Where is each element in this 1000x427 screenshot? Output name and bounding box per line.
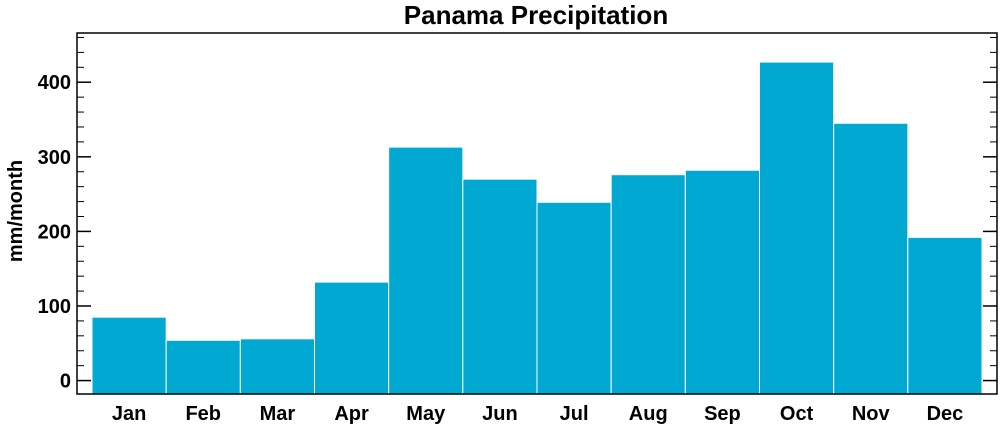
bars-group — [91, 61, 983, 395]
x-tick-label-apr: Apr — [334, 403, 369, 425]
x-tick-label-sep: Sep — [704, 403, 741, 425]
y-tick-label: 100 — [38, 296, 71, 318]
bar-nov — [833, 122, 909, 395]
x-tick-label-jul: Jul — [560, 403, 589, 425]
x-tick-label-oct: Oct — [780, 403, 814, 425]
bar-jul — [536, 201, 612, 395]
bar-apr — [314, 281, 390, 395]
x-tick-label-aug: Aug — [629, 403, 668, 425]
bar-may — [388, 146, 464, 395]
bar-sep — [684, 169, 761, 395]
axes-group — [76, 32, 998, 395]
bar-oct — [759, 61, 835, 395]
x-tick-label-feb: Feb — [185, 403, 221, 425]
y-axis-label: mm/month — [5, 160, 27, 262]
bar-aug — [610, 174, 686, 395]
x-tick-label-mar: Mar — [260, 403, 296, 425]
bar-jan — [91, 316, 167, 395]
bar-jun — [462, 178, 538, 395]
y-tick-label: 200 — [38, 221, 71, 243]
tick-labels-group: 0 100 200 300 400 Jan Feb Mar Apr May Jun Jul Aug Sep… — [38, 72, 964, 425]
plot-frame — [76, 32, 998, 395]
bar-mar — [239, 338, 315, 395]
x-tick-label-may: May — [406, 403, 446, 425]
y-tick-label: 300 — [38, 147, 71, 169]
bar-dec — [907, 236, 983, 395]
chart-title: Panama Precipitation — [404, 0, 668, 30]
y-tick-label: 0 — [60, 371, 71, 393]
bar-feb — [165, 339, 241, 395]
x-tick-label-dec: Dec — [927, 403, 964, 425]
x-tick-label-nov: Nov — [852, 403, 891, 425]
y-tick-label: 400 — [38, 72, 71, 94]
x-tick-label-jan: Jan — [112, 403, 146, 425]
x-tick-label-jun: Jun — [482, 403, 518, 425]
